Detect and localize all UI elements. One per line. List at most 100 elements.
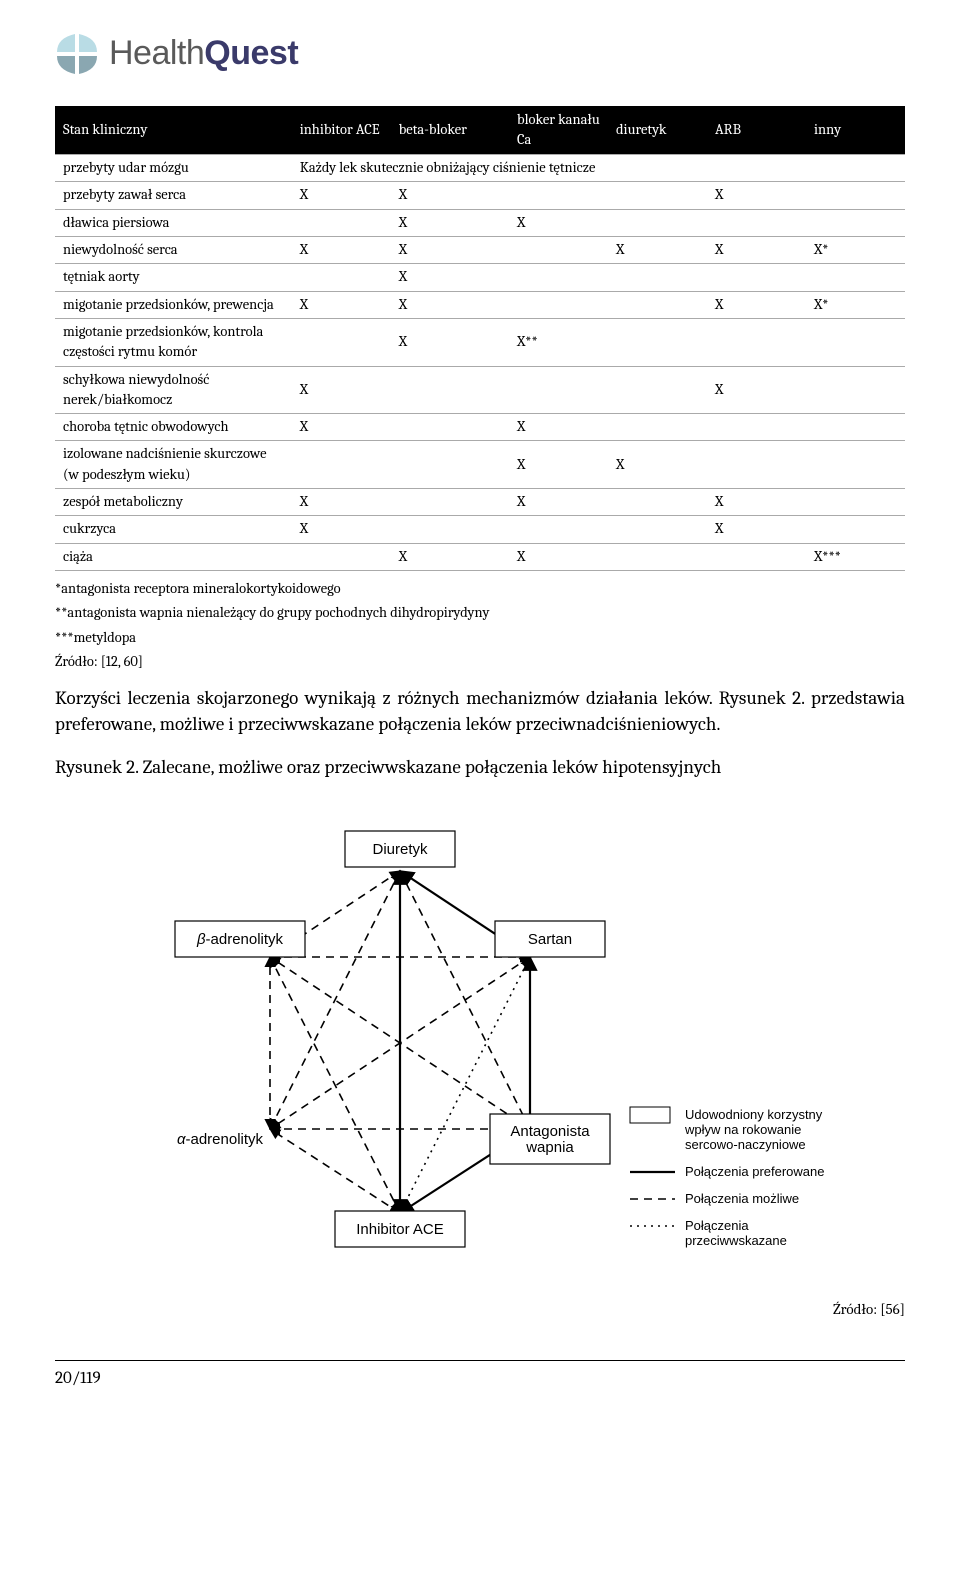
- table-row: przebyty zawał sercaXXX: [55, 182, 905, 209]
- row-cell: [608, 543, 707, 570]
- row-cell: X***: [806, 543, 905, 570]
- diagram-node-label: Diuretyk: [372, 841, 428, 858]
- table-row: cukrzycaXX: [55, 516, 905, 543]
- row-cell: X: [707, 516, 806, 543]
- diagram-node: β-adrenolityk: [175, 921, 305, 957]
- row-cell: X: [707, 291, 806, 318]
- th-2: beta-bloker: [391, 106, 509, 155]
- row-cell: [391, 441, 509, 489]
- row-cell: X: [391, 291, 509, 318]
- diagram-node: Diuretyk: [345, 831, 455, 867]
- row-cell: X: [391, 543, 509, 570]
- diagram-node-label: wapnia: [525, 1139, 574, 1156]
- row-cell: [608, 291, 707, 318]
- table-row: choroba tętnic obwodowychXX: [55, 414, 905, 441]
- row-label: schyłkowa niewydolność nerek/białkomocz: [55, 366, 292, 414]
- table-row: dławica piersiowaXX: [55, 209, 905, 236]
- row-cell: X: [391, 209, 509, 236]
- row-cell: X: [292, 516, 391, 543]
- legend-item: Połączenia możliwe: [630, 1191, 799, 1206]
- row-cell: [391, 414, 509, 441]
- row-cell: [806, 318, 905, 366]
- row-cell: [608, 516, 707, 543]
- row-cell: [608, 366, 707, 414]
- legend-label: Połączenia preferowane: [685, 1164, 824, 1179]
- figure-caption: Rysunek 2. Zalecane, możliwe oraz przeci…: [55, 755, 905, 781]
- diagram-edge: [270, 1129, 400, 1213]
- row-cell: [509, 264, 608, 291]
- row-label: tętniak aorty: [55, 264, 292, 291]
- row-cell: [806, 516, 905, 543]
- diagram-node-label: α-adrenolityk: [177, 1131, 264, 1148]
- row-label: zespół metaboliczny: [55, 489, 292, 516]
- row-cell: X: [292, 182, 391, 209]
- logo-text: HealthQuest: [109, 30, 298, 78]
- row-cell: [292, 543, 391, 570]
- footnote: Źródło: [12, 60]: [55, 652, 905, 672]
- diagram-edge: [270, 871, 400, 1129]
- table-row: migotanie przedsionków, kontrola częstoś…: [55, 318, 905, 366]
- row-cell: [806, 414, 905, 441]
- row-cell: X: [707, 366, 806, 414]
- row-cell: [608, 489, 707, 516]
- row-cell: X: [391, 237, 509, 264]
- logo-mark-icon: [55, 32, 99, 76]
- legend-label: Połączenia: [685, 1218, 749, 1233]
- diagram-node: Antagonistawapnia: [490, 1114, 610, 1164]
- row-cell: [806, 209, 905, 236]
- diagram-node: Sartan: [495, 921, 605, 957]
- row-label: niewydolność serca: [55, 237, 292, 264]
- figure-source: Źródło: [56]: [55, 1299, 905, 1320]
- th-3: bloker kanału Ca: [509, 106, 608, 155]
- row-cell: [707, 209, 806, 236]
- row-cell: X**: [509, 318, 608, 366]
- row-cell: [391, 489, 509, 516]
- row-label: przebyty udar mózgu: [55, 155, 292, 182]
- logo-text-2: Quest: [204, 34, 298, 72]
- row-label: cukrzyca: [55, 516, 292, 543]
- legend-label: przeciwwskazane: [685, 1233, 787, 1248]
- row-cell: X: [707, 237, 806, 264]
- clinical-table: Stan kliniczny inhibitor ACE beta-bloker…: [55, 106, 905, 571]
- row-cell: X: [391, 318, 509, 366]
- diagram-edge: [270, 957, 400, 1213]
- row-cell: [806, 264, 905, 291]
- row-cell: [806, 182, 905, 209]
- row-cell: [707, 414, 806, 441]
- legend-item: Połączenia preferowane: [630, 1164, 824, 1179]
- diagram-node: Inhibitor ACE: [335, 1211, 465, 1247]
- logo-text-1: Health: [109, 34, 204, 72]
- footnote: ***metyldopa: [55, 628, 905, 648]
- row-cell: [509, 237, 608, 264]
- table-row: izolowane nadciśnienie skurczowe (w pode…: [55, 441, 905, 489]
- row-cell: [509, 366, 608, 414]
- row-label: choroba tętnic obwodowych: [55, 414, 292, 441]
- th-4: diuretyk: [608, 106, 707, 155]
- row-cell: [608, 264, 707, 291]
- legend-label: sercowo-naczyniowe: [685, 1137, 806, 1152]
- logo: HealthQuest: [55, 30, 905, 78]
- row-cell: [292, 264, 391, 291]
- th-5: ARB: [707, 106, 806, 155]
- row-cell: [391, 516, 509, 543]
- row-cell: [509, 182, 608, 209]
- table-row: przebyty udar mózguKażdy lek skutecznie …: [55, 155, 905, 182]
- page-footer: 20/119: [55, 1360, 905, 1391]
- legend-label: Udowodniony korzystny: [685, 1107, 823, 1122]
- row-cell: X: [292, 366, 391, 414]
- footnote: *antagonista receptora mineralokortykoid…: [55, 579, 905, 599]
- table-row: tętniak aorty X: [55, 264, 905, 291]
- diagram-node-label: Inhibitor ACE: [356, 1221, 444, 1238]
- row-cell: [806, 366, 905, 414]
- legend-label: Połączenia możliwe: [685, 1191, 799, 1206]
- row-cell: X: [391, 264, 509, 291]
- row-cell: [292, 441, 391, 489]
- row-cell: X: [292, 237, 391, 264]
- row-label: izolowane nadciśnienie skurczowe (w pode…: [55, 441, 292, 489]
- table-row: zespół metabolicznyXXX: [55, 489, 905, 516]
- row-cell: [806, 489, 905, 516]
- th-0: Stan kliniczny: [55, 106, 292, 155]
- row-label: migotanie przedsionków, prewencja: [55, 291, 292, 318]
- row-cell: X: [509, 543, 608, 570]
- row-cell: X*: [806, 237, 905, 264]
